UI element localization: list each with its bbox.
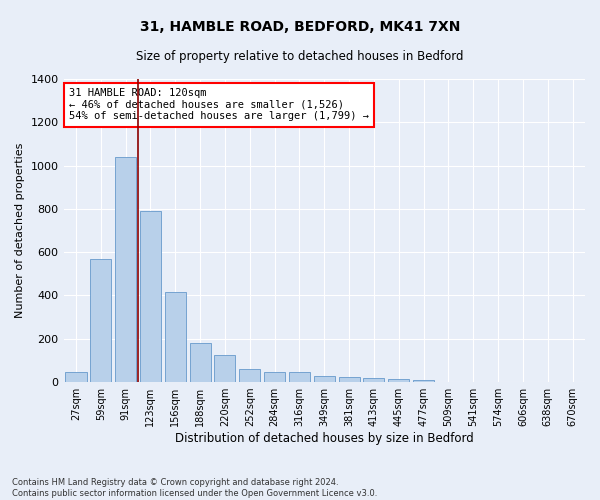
Bar xyxy=(65,372,86,382)
Bar xyxy=(264,372,285,382)
Text: Size of property relative to detached houses in Bedford: Size of property relative to detached ho… xyxy=(136,50,464,63)
Text: 31, HAMBLE ROAD, BEDFORD, MK41 7XN: 31, HAMBLE ROAD, BEDFORD, MK41 7XN xyxy=(140,20,460,34)
Bar xyxy=(338,378,359,382)
Text: Contains HM Land Registry data © Crown copyright and database right 2024.
Contai: Contains HM Land Registry data © Crown c… xyxy=(12,478,377,498)
Bar xyxy=(413,380,434,382)
Bar xyxy=(165,292,186,382)
Bar xyxy=(289,372,310,382)
Bar xyxy=(90,258,112,382)
Bar xyxy=(214,355,235,382)
Bar xyxy=(115,157,136,382)
Bar xyxy=(140,211,161,382)
Bar xyxy=(239,368,260,382)
Bar xyxy=(314,376,335,382)
Bar xyxy=(388,380,409,382)
X-axis label: Distribution of detached houses by size in Bedford: Distribution of detached houses by size … xyxy=(175,432,473,445)
Bar xyxy=(364,378,385,382)
Y-axis label: Number of detached properties: Number of detached properties xyxy=(15,143,25,318)
Bar xyxy=(190,343,211,382)
Text: 31 HAMBLE ROAD: 120sqm
← 46% of detached houses are smaller (1,526)
54% of semi-: 31 HAMBLE ROAD: 120sqm ← 46% of detached… xyxy=(69,88,369,122)
